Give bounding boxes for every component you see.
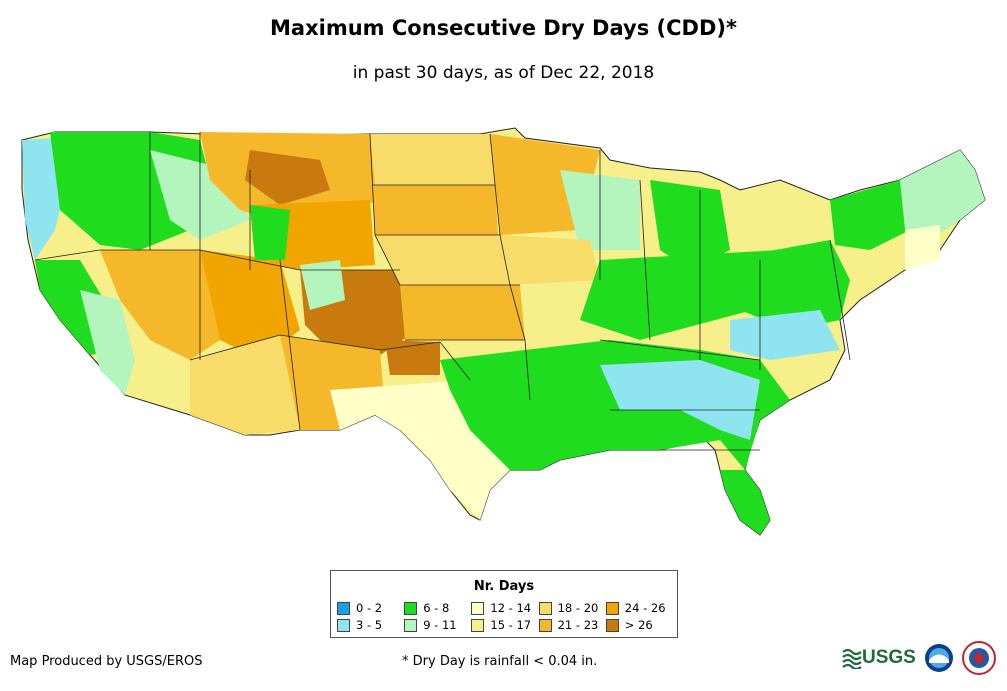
legend-title: Nr. Days (473, 579, 535, 594)
legend-item: 21 - 23 (538, 618, 606, 632)
legend-item: 18 - 20 (538, 601, 606, 615)
legend-label: 0 - 2 (356, 601, 383, 615)
legend-swatch (337, 618, 350, 632)
legend-item: 6 - 8 (404, 601, 471, 615)
zone-nevada-orange (100, 250, 220, 360)
agency-logos: USGS (842, 638, 996, 678)
legend-item: 9 - 11 (404, 618, 471, 632)
legend-item: 0 - 2 (337, 601, 404, 615)
us-cdd-map (21, 127, 986, 536)
zone-colorado-green (300, 260, 345, 310)
zone-ne-light (900, 150, 985, 240)
zone-ne (375, 235, 510, 285)
legend-label: 6 - 8 (423, 601, 450, 615)
zone-ne-yellow (905, 225, 940, 270)
legend-label: 18 - 20 (557, 601, 599, 615)
legend-swatch (337, 601, 350, 615)
usgs-wave-icon (842, 648, 862, 669)
legend-item: 24 - 26 (605, 601, 673, 615)
zone-nd (370, 134, 495, 185)
legend-item: 3 - 5 (337, 618, 404, 632)
state-boundaries (34, 132, 851, 451)
zone-appalachia-green (720, 240, 850, 330)
zone-montana-brown (245, 150, 330, 205)
legend: Nr. Days 0 - 2 6 - 8 12 - 14 18 - 20 24 … (330, 570, 678, 638)
legend-item: 15 - 17 (471, 618, 538, 632)
usgs-logo-text: USGS (862, 647, 916, 668)
legend-swatch (538, 618, 552, 632)
legend-grid: 0 - 2 6 - 8 12 - 14 18 - 20 24 - 26 3 - … (337, 601, 673, 632)
legend-item: 12 - 14 (471, 601, 538, 615)
nws-logo-icon (961, 641, 996, 675)
map-title: Maximum Consecutive Dry Days (CDD)* (270, 16, 737, 40)
legend-item: > 26 (605, 618, 673, 632)
legend-label: 9 - 11 (423, 618, 457, 632)
zone-ks-orange (400, 285, 525, 340)
legend-swatch (605, 618, 619, 632)
dry-day-zones (22, 132, 985, 535)
producer-credit: Map Produced by USGS/EROS (10, 654, 203, 669)
legend-label: 12 - 14 (490, 601, 532, 615)
zone-ok-brown (385, 340, 440, 375)
zone-ny-green (830, 180, 910, 250)
zone-sd (372, 185, 498, 235)
zone-utah-orange (200, 250, 300, 360)
noaa-logo-icon (924, 644, 953, 672)
legend-swatch (605, 601, 619, 615)
zone-michigan-green (650, 180, 730, 270)
zone-iowa (500, 235, 600, 285)
dry-day-footnote: * Dry Day is rainfall < 0.04 in. (402, 654, 598, 669)
legend-label: 21 - 23 (557, 618, 599, 632)
zone-va-blue (730, 310, 840, 360)
legend-swatch (404, 618, 418, 632)
legend-swatch (538, 601, 552, 615)
legend-label: 3 - 5 (356, 618, 383, 632)
map-subtitle: in past 30 days, as of Dec 22, 2018 (352, 63, 655, 83)
legend-swatch (404, 601, 418, 615)
zone-florida-green (720, 470, 770, 535)
zone-ca-light (80, 290, 135, 395)
legend-label: 15 - 17 (490, 618, 532, 632)
usgs-logo: USGS (842, 647, 916, 669)
zone-arizona (190, 335, 300, 435)
zone-se-blue (600, 360, 760, 440)
legend-swatch (471, 618, 485, 632)
zone-wyoming-green (250, 205, 290, 260)
legend-swatch (471, 601, 485, 615)
legend-label: > 26 (624, 618, 653, 632)
legend-label: 24 - 26 (624, 601, 666, 615)
